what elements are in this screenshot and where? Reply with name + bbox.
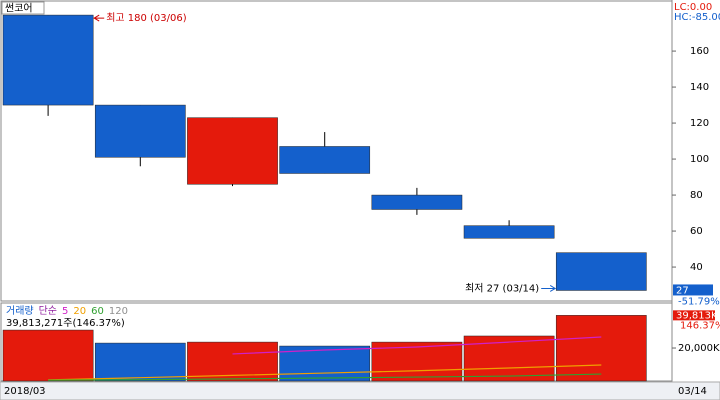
volume-bar [463,335,555,382]
hc-label: HC:-85.00 [674,12,720,23]
candle-body [2,14,94,106]
legend-title: 거래량 [6,305,34,317]
lc-label: LC:0.00 [674,2,712,13]
candle-body [463,225,555,239]
stock-name: 썬코어 [5,3,33,15]
x-end-label: 03/14 [678,386,707,397]
legend-entry: 20 [73,306,86,317]
y-tick-label: 140 [690,82,709,93]
candle-body [371,194,463,210]
y-tick-label: 80 [690,190,703,201]
last-price-box [673,284,713,296]
x-start-label: 2018/03 [4,386,46,397]
y-tick-label: 40 [690,262,703,273]
legend-entry: 5 [62,306,68,317]
y-tick-label: 100 [690,154,709,165]
last-price: 27 [676,285,689,296]
ratio-label: 146.37% [680,320,720,331]
legend-entry: 60 [91,306,104,317]
low-annotation: 최저 27 (03/14) [465,282,539,294]
y-tick-label: 60 [690,226,703,237]
volume-bar [2,329,94,382]
volume-bar [555,315,647,382]
volume-value-label: 39,813K [676,310,718,321]
candle-body [279,146,371,174]
y-tick-label: 20,000K [678,343,720,354]
y-tick-label: 120 [690,118,709,129]
name-box [1,1,45,15]
candle-body [555,252,647,291]
volume-bar [94,342,186,382]
legend-entry: 120 [109,306,128,317]
arrow [93,14,105,22]
candle-body [187,117,278,185]
ma-line [48,373,602,381]
change-label: -51.79% [678,296,720,307]
legend-ma-type: 단순 [39,305,57,317]
arrow [541,285,557,292]
x-axis-bar [0,381,720,400]
volume-label-box [673,310,715,321]
ma-line [48,364,602,381]
ma-line [232,336,602,355]
candle-body [94,104,186,158]
high-annotation: 최고 180 (03/06) [106,12,187,24]
y-tick-label: 160 [690,46,709,57]
volume-summary: 39,813,271주(146.37%) [6,318,125,329]
